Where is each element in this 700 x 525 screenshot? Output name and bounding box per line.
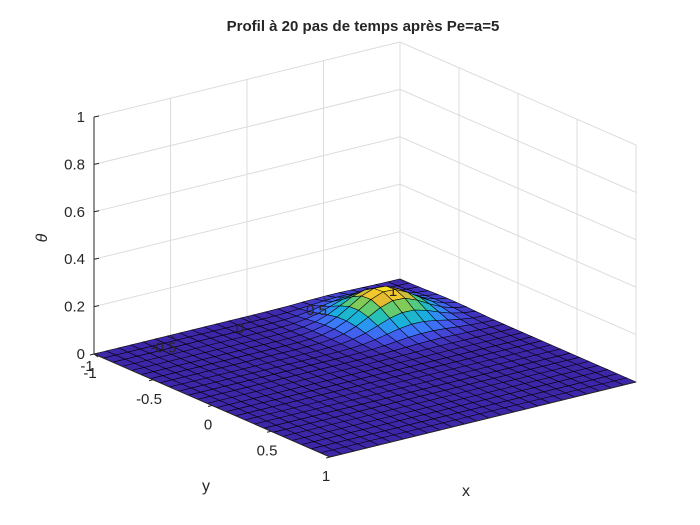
z-tick-label: 0.2: [64, 299, 85, 316]
x-axis-label: x: [462, 483, 470, 500]
x-tick-label: 1: [322, 468, 330, 485]
x-tick-label: -1: [83, 365, 96, 382]
x-tick-mark: [266, 430, 272, 433]
y-tick-label: 0.5: [306, 302, 327, 319]
y-tick-mark: [323, 297, 328, 302]
z-tick-mark: [93, 162, 100, 165]
z-tick-label: 1: [77, 109, 85, 126]
x-tick-label: 0: [204, 417, 212, 434]
y-tick-mark: [170, 334, 175, 339]
axes: [89, 115, 637, 459]
grid-line: [93, 231, 637, 336]
x-tick-mark: [325, 456, 331, 459]
x-tick-mark: [89, 353, 95, 356]
grid-line: [93, 183, 637, 288]
x-tick-label: 0.5: [257, 442, 278, 459]
z-tick-label: 0.8: [64, 156, 85, 173]
grid-line: [93, 88, 637, 193]
z-axis-label: θ: [34, 233, 51, 242]
chart-title: Profil à 20 pas de temps après Pe=a=5: [227, 18, 500, 35]
z-tick-label: 0.6: [64, 204, 85, 221]
y-tick-label: -0.5: [151, 339, 177, 356]
y-tick-mark: [93, 353, 99, 358]
z-tick-mark: [93, 210, 100, 213]
z-tick-label: 0.4: [64, 251, 85, 268]
z-tick-mark: [93, 352, 100, 355]
z-tick-mark: [93, 305, 100, 308]
x-tick-mark: [148, 379, 154, 382]
x-tick-label: -0.5: [136, 391, 162, 408]
z-tick-mark: [93, 115, 100, 118]
z-tick-mark: [93, 257, 100, 260]
y-axis-label: y: [202, 478, 210, 495]
surface-plot: [93, 278, 637, 458]
y-axis-line: [329, 381, 637, 458]
grid-line: [93, 136, 637, 241]
y-tick-label: 1: [389, 283, 397, 300]
y-tick-mark: [246, 316, 252, 320]
y-tick-label: -1: [80, 358, 93, 375]
y-tick-label: 0: [236, 321, 244, 338]
x-tick-mark: [207, 405, 213, 407]
y-tick-mark: [399, 278, 405, 283]
z-tick-label: 0: [77, 346, 85, 363]
grid-line: [93, 41, 637, 146]
tick-labels: -1 -0.5 0 0.5 1 -1 -0.5 0 0.5 1 0 0.2 0.4 0.6 0.8 1: [64, 109, 397, 485]
